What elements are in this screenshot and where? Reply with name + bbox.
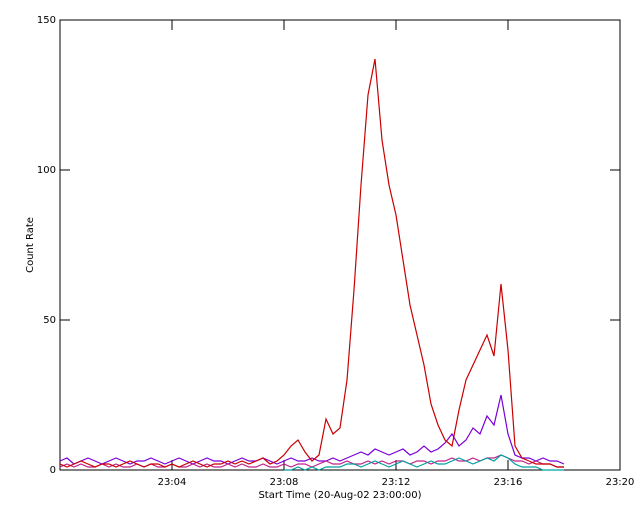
x-axis-label: Start Time (20-Aug-02 23:00:00) bbox=[258, 490, 421, 501]
y-axis-label: Count Rate bbox=[25, 217, 36, 273]
y-tick-label: 100 bbox=[37, 165, 56, 176]
y-tick-label: 50 bbox=[43, 315, 56, 326]
y-tick-label: 150 bbox=[37, 15, 56, 26]
x-tick-label: 23:12 bbox=[382, 477, 411, 488]
y-tick-label: 0 bbox=[50, 465, 56, 476]
x-tick-label: 23:08 bbox=[270, 477, 299, 488]
series-line bbox=[59, 58, 564, 468]
plot-frame bbox=[59, 19, 621, 471]
series-line bbox=[59, 394, 565, 465]
series-line bbox=[284, 454, 564, 471]
x-tick-label: 23:04 bbox=[158, 477, 187, 488]
x-tick-label: 23:20 bbox=[606, 477, 635, 488]
x-tick-label: 23:16 bbox=[494, 477, 523, 488]
